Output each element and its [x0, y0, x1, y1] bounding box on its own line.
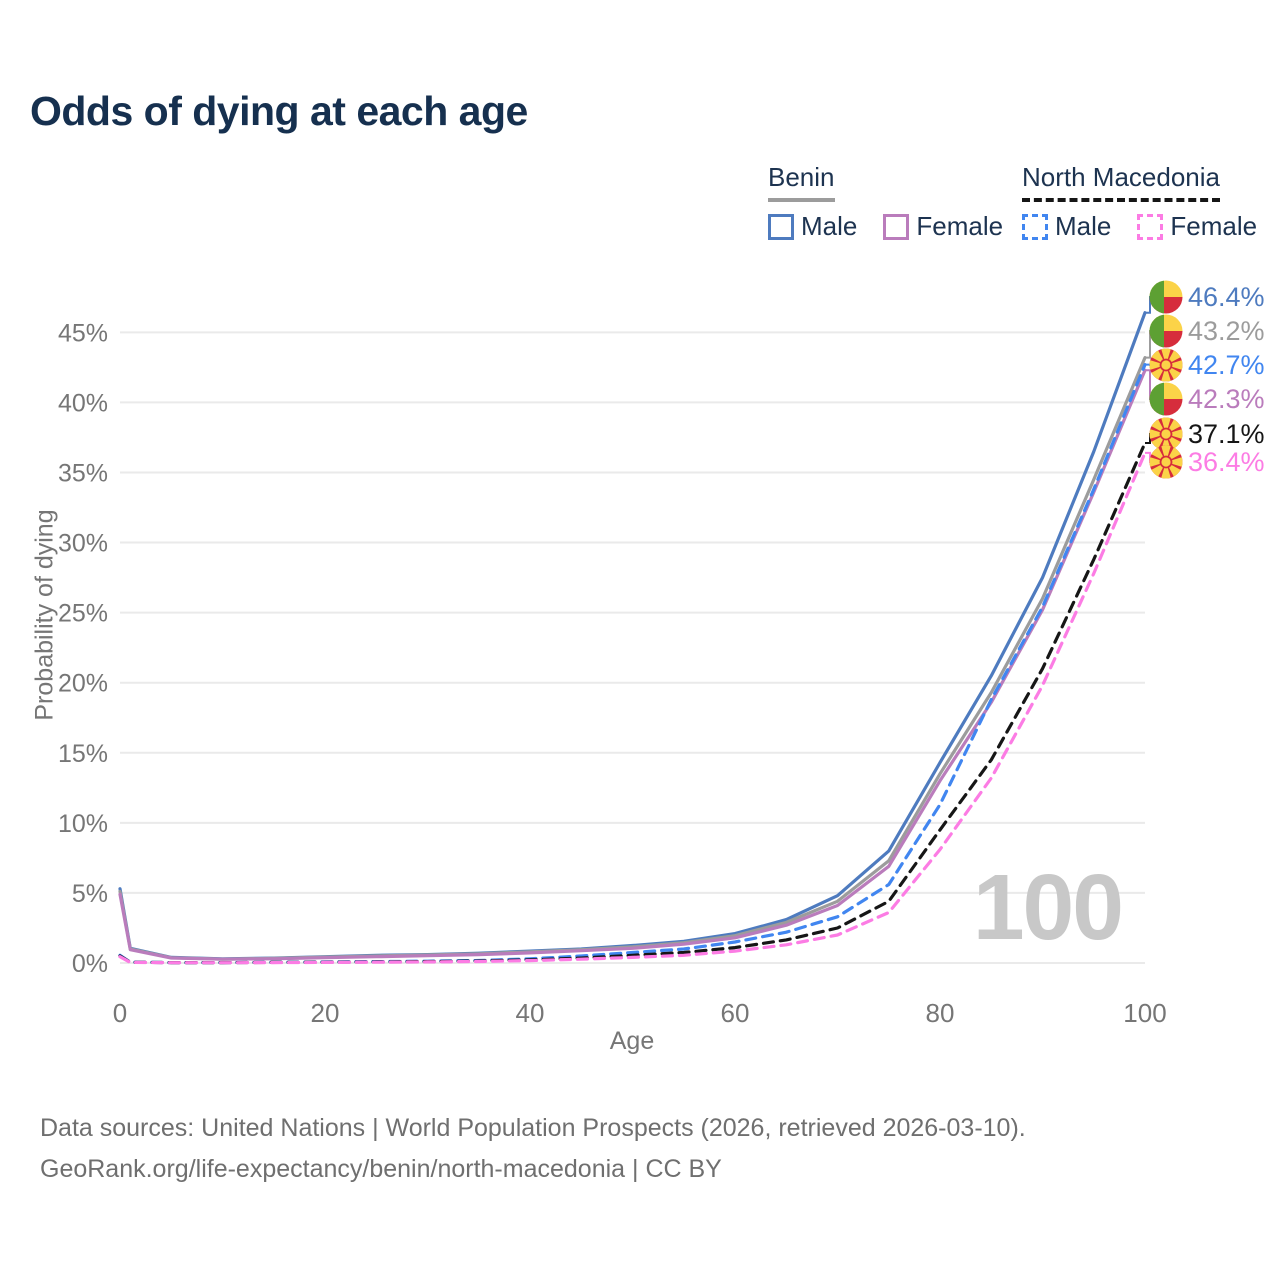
- y-tick-label: 20%: [58, 670, 108, 698]
- nm-male-swatch-icon: [1022, 213, 1048, 240]
- benin-flag-icon: [1149, 280, 1183, 314]
- end-label-value: 42.7%: [1188, 349, 1265, 380]
- end-label-nm-female: 36.4%: [1149, 444, 1265, 480]
- legend-item-benin-female: Female: [883, 211, 1003, 242]
- y-tick-label: 45%: [58, 319, 108, 347]
- x-tick-label: 60: [721, 998, 750, 1028]
- end-label-value: 37.1%: [1188, 418, 1265, 449]
- end-label-value: 36.4%: [1188, 446, 1265, 477]
- y-tick-label: 35%: [58, 459, 108, 487]
- legend-benin-items: Male Female: [768, 211, 1003, 242]
- legend-north-macedonia-title: North Macedonia: [1022, 162, 1220, 202]
- legend-label-nm-female: Female: [1170, 211, 1258, 241]
- footer-source-line: Data sources: United Nations | World Pop…: [40, 1114, 1026, 1142]
- benin-male-swatch-icon: [768, 213, 794, 240]
- legend-item-benin-male: Male: [768, 211, 857, 242]
- nm-female-swatch-icon: [1137, 213, 1164, 240]
- legend-benin-title: Benin: [768, 162, 835, 202]
- y-tick-label: 0%: [72, 950, 108, 978]
- end-label-benin-female: 42.3%: [1149, 381, 1265, 417]
- end-label-benin-male: 46.4%: [1149, 279, 1265, 315]
- legend-north-macedonia-items: Male Female: [1022, 211, 1257, 242]
- north-macedonia-flag-icon: [1149, 348, 1183, 382]
- y-tick-label: 15%: [58, 740, 108, 768]
- y-tick-label: 10%: [58, 810, 108, 838]
- legend-group-benin: Benin Male Female: [768, 162, 1003, 242]
- end-label-value: 43.2%: [1188, 315, 1265, 346]
- footer-url-line: GeoRank.org/life-expectancy/benin/north-…: [40, 1155, 722, 1183]
- y-tick-label: 40%: [58, 389, 108, 417]
- x-axis-title: Age: [609, 1027, 655, 1055]
- x-tick-label: 20: [311, 998, 340, 1028]
- legend-item-nm-male: Male: [1022, 211, 1111, 242]
- x-tick-label: 0: [113, 998, 127, 1028]
- watermark-age-100: 100: [972, 855, 1124, 959]
- legend-label-benin-male: Male: [801, 211, 858, 241]
- north-macedonia-flag-icon: [1149, 445, 1183, 479]
- benin-flag-icon: [1149, 314, 1183, 348]
- y-tick-label: 25%: [58, 600, 108, 628]
- legend-label-benin-female: Female: [916, 211, 1004, 241]
- footer: Data sources: United Nations | World Pop…: [40, 1108, 1026, 1190]
- end-label-benin-both: 43.2%: [1149, 313, 1265, 349]
- end-label-value: 46.4%: [1188, 281, 1265, 312]
- end-label-value: 42.3%: [1188, 383, 1265, 414]
- series-line-benin-female: [118, 368, 1147, 961]
- x-tick-label: 80: [926, 998, 955, 1028]
- x-tick-label: 40: [516, 998, 545, 1028]
- series-line-nm-female: [118, 451, 1147, 965]
- y-tick-label: 5%: [72, 880, 108, 908]
- legend-label-nm-male: Male: [1055, 211, 1112, 241]
- end-label-nm-both: 37.1%: [1149, 416, 1265, 452]
- benin-female-swatch-icon: [883, 213, 910, 240]
- benin-flag-icon: [1149, 382, 1183, 416]
- legend-item-nm-female: Female: [1137, 211, 1257, 242]
- y-tick-label: 30%: [58, 530, 108, 558]
- end-label-nm-male: 42.7%: [1149, 347, 1265, 383]
- legend-group-north-macedonia: North Macedonia Male Female: [1022, 162, 1257, 242]
- page-title: Odds of dying at each age: [30, 88, 528, 134]
- x-tick-label: 100: [1123, 998, 1166, 1028]
